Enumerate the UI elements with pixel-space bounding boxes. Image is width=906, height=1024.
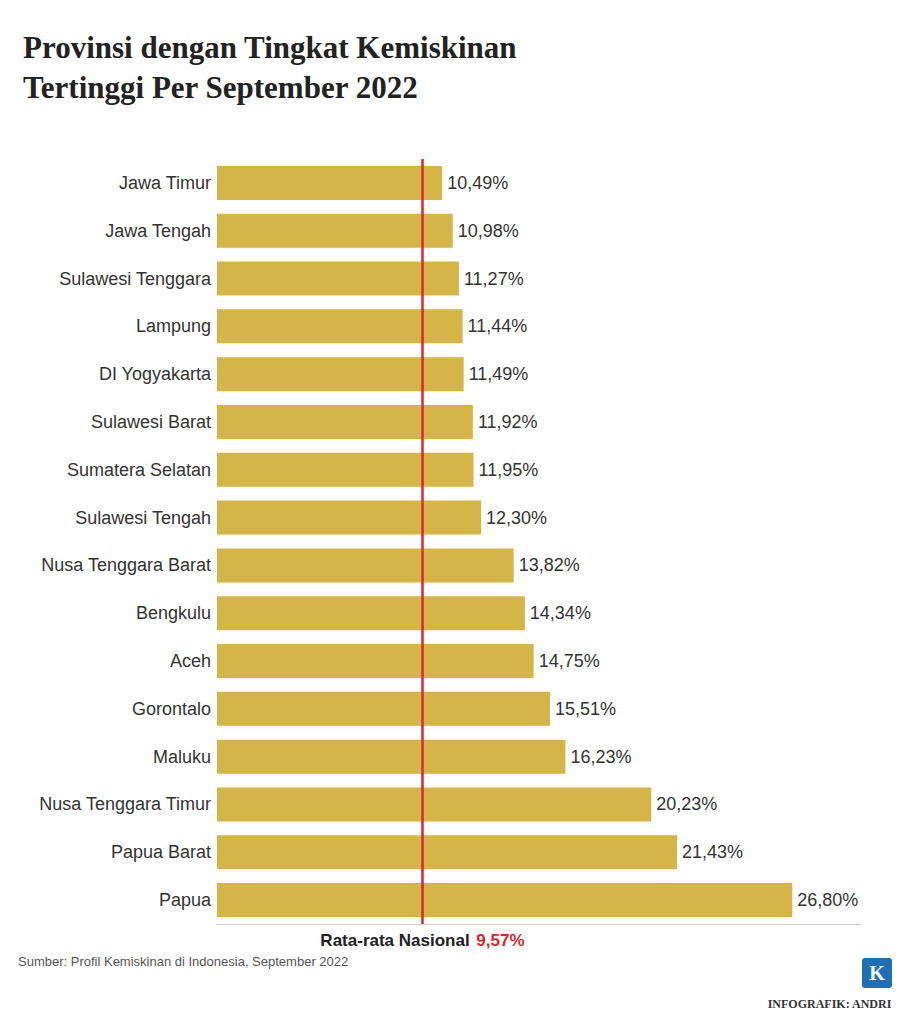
svg-text:20,23%: 20,23% xyxy=(656,794,717,814)
svg-text:14,34%: 14,34% xyxy=(530,603,591,623)
svg-text:Papua: Papua xyxy=(159,890,212,910)
svg-text:12,30%: 12,30% xyxy=(486,508,547,528)
svg-text:Sulawesi Barat: Sulawesi Barat xyxy=(91,412,211,432)
svg-text:Aceh: Aceh xyxy=(170,651,211,671)
svg-text:Lampung: Lampung xyxy=(136,316,211,336)
svg-text:Sulawesi Tenggara: Sulawesi Tenggara xyxy=(59,269,212,289)
svg-text:10,98%: 10,98% xyxy=(458,221,519,241)
svg-text:Nusa Tenggara Barat: Nusa Tenggara Barat xyxy=(41,555,211,575)
svg-text:Sulawesi Tengah: Sulawesi Tengah xyxy=(75,508,211,528)
svg-text:9,57%: 9,57% xyxy=(476,931,524,950)
svg-text:Sumber: Profil Kemiskinan di I: Sumber: Profil Kemiskinan di Indonesia, … xyxy=(18,954,348,969)
svg-text:11,49%: 11,49% xyxy=(469,364,529,384)
svg-text:Gorontalo: Gorontalo xyxy=(132,699,211,719)
svg-text:11,95%: 11,95% xyxy=(479,460,539,480)
svg-text:Tertinggi Per September 2022: Tertinggi Per September 2022 xyxy=(23,70,418,105)
svg-text:Provinsi dengan Tingkat Kemisk: Provinsi dengan Tingkat Kemiskinan xyxy=(23,30,517,65)
svg-text:14,75%: 14,75% xyxy=(539,651,600,671)
svg-text:INFOGRAFIK: ANDRI: INFOGRAFIK: ANDRI xyxy=(768,997,892,1011)
svg-text:11,92%: 11,92% xyxy=(478,412,538,432)
svg-text:K: K xyxy=(869,962,885,984)
svg-text:15,51%: 15,51% xyxy=(555,699,616,719)
svg-text:Maluku: Maluku xyxy=(153,747,211,767)
svg-text:21,43%: 21,43% xyxy=(682,842,743,862)
svg-text:16,23%: 16,23% xyxy=(570,747,631,767)
svg-text:Papua Barat: Papua Barat xyxy=(111,842,211,862)
svg-text:Rata-rata Nasional: Rata-rata Nasional xyxy=(320,931,469,950)
svg-text:13,82%: 13,82% xyxy=(519,555,580,575)
svg-text:11,44%: 11,44% xyxy=(468,316,528,336)
svg-text:Jawa Timur: Jawa Timur xyxy=(119,173,211,193)
svg-text:Bengkulu: Bengkulu xyxy=(136,603,211,623)
svg-text:Jawa Tengah: Jawa Tengah xyxy=(105,221,211,241)
svg-text:11,27%: 11,27% xyxy=(464,269,524,289)
svg-text:10,49%: 10,49% xyxy=(447,173,508,193)
svg-text:DI Yogyakarta: DI Yogyakarta xyxy=(99,364,212,384)
svg-text:26,80%: 26,80% xyxy=(797,890,858,910)
svg-text:Nusa Tenggara Timur: Nusa Tenggara Timur xyxy=(39,794,211,814)
svg-text:Sumatera Selatan: Sumatera Selatan xyxy=(67,460,211,480)
